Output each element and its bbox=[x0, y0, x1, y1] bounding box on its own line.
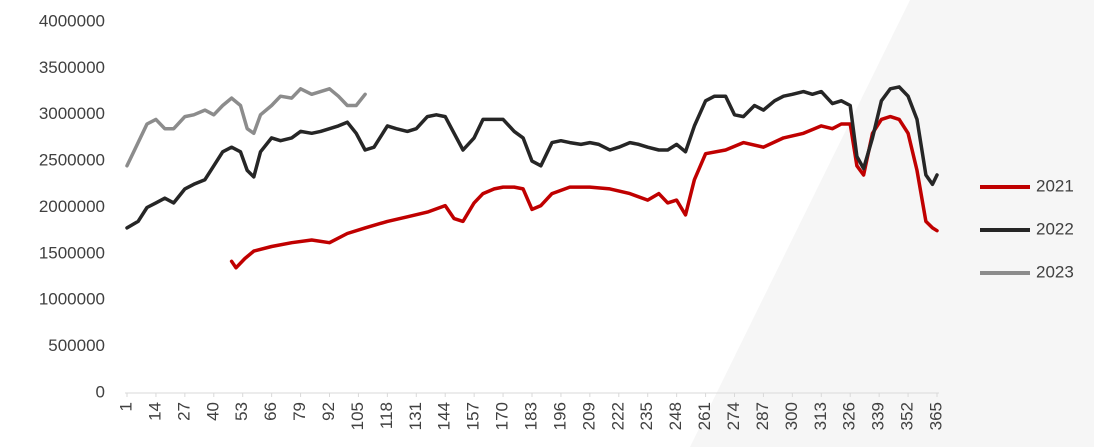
series-line bbox=[125, 85, 939, 230]
y-tick-label: 2500000 bbox=[39, 151, 105, 170]
legend-label: 2021 bbox=[1036, 176, 1074, 195]
x-tick-label: 79 bbox=[290, 402, 309, 421]
y-tick-label: 3000000 bbox=[39, 104, 105, 123]
x-tick-label: 157 bbox=[464, 402, 483, 430]
y-tick-label: 3500000 bbox=[39, 58, 105, 77]
x-tick-label: 326 bbox=[840, 402, 859, 430]
x-tick-label: 14 bbox=[145, 402, 164, 421]
y-tick-label: 500000 bbox=[48, 336, 105, 355]
x-tick-label: 105 bbox=[348, 402, 367, 430]
x-tick-label: 352 bbox=[898, 402, 917, 430]
series-line bbox=[229, 114, 939, 270]
x-tick-label: 339 bbox=[869, 402, 888, 430]
legend-label: 2022 bbox=[1036, 219, 1074, 238]
x-tick-label: 209 bbox=[579, 402, 598, 430]
x-tick-label: 1 bbox=[116, 402, 135, 411]
x-tick-label: 261 bbox=[695, 402, 714, 430]
y-tick-label: 2000000 bbox=[39, 197, 105, 216]
x-tick-label: 66 bbox=[261, 402, 280, 421]
y-tick-label: 1000000 bbox=[39, 290, 105, 309]
x-tick-label: 40 bbox=[203, 402, 222, 421]
x-tick-label: 222 bbox=[608, 402, 627, 430]
x-tick-label: 365 bbox=[926, 402, 945, 430]
x-tick-label: 274 bbox=[724, 402, 743, 430]
series-line bbox=[125, 87, 367, 168]
x-tick-label: 144 bbox=[435, 402, 454, 430]
x-tick-label: 248 bbox=[666, 402, 685, 430]
x-tick-label: 53 bbox=[232, 402, 251, 421]
x-tick-label: 196 bbox=[550, 402, 569, 430]
x-tick-label: 287 bbox=[753, 402, 772, 430]
legend-label: 2023 bbox=[1036, 262, 1074, 281]
background-wedge bbox=[690, 0, 1094, 447]
x-tick-label: 183 bbox=[521, 402, 540, 430]
x-tick-label: 27 bbox=[174, 402, 193, 421]
x-tick-label: 170 bbox=[493, 402, 512, 430]
x-tick-label: 118 bbox=[377, 402, 396, 429]
x-tick-label: 131 bbox=[406, 402, 425, 430]
y-tick-label: 4000000 bbox=[39, 11, 105, 30]
y-tick-label: 0 bbox=[96, 382, 105, 401]
x-tick-label: 313 bbox=[811, 402, 830, 430]
x-tick-label: 235 bbox=[637, 402, 656, 430]
x-tick-label: 300 bbox=[782, 402, 801, 430]
x-tick-label: 92 bbox=[319, 402, 338, 421]
y-tick-label: 1500000 bbox=[39, 243, 105, 262]
